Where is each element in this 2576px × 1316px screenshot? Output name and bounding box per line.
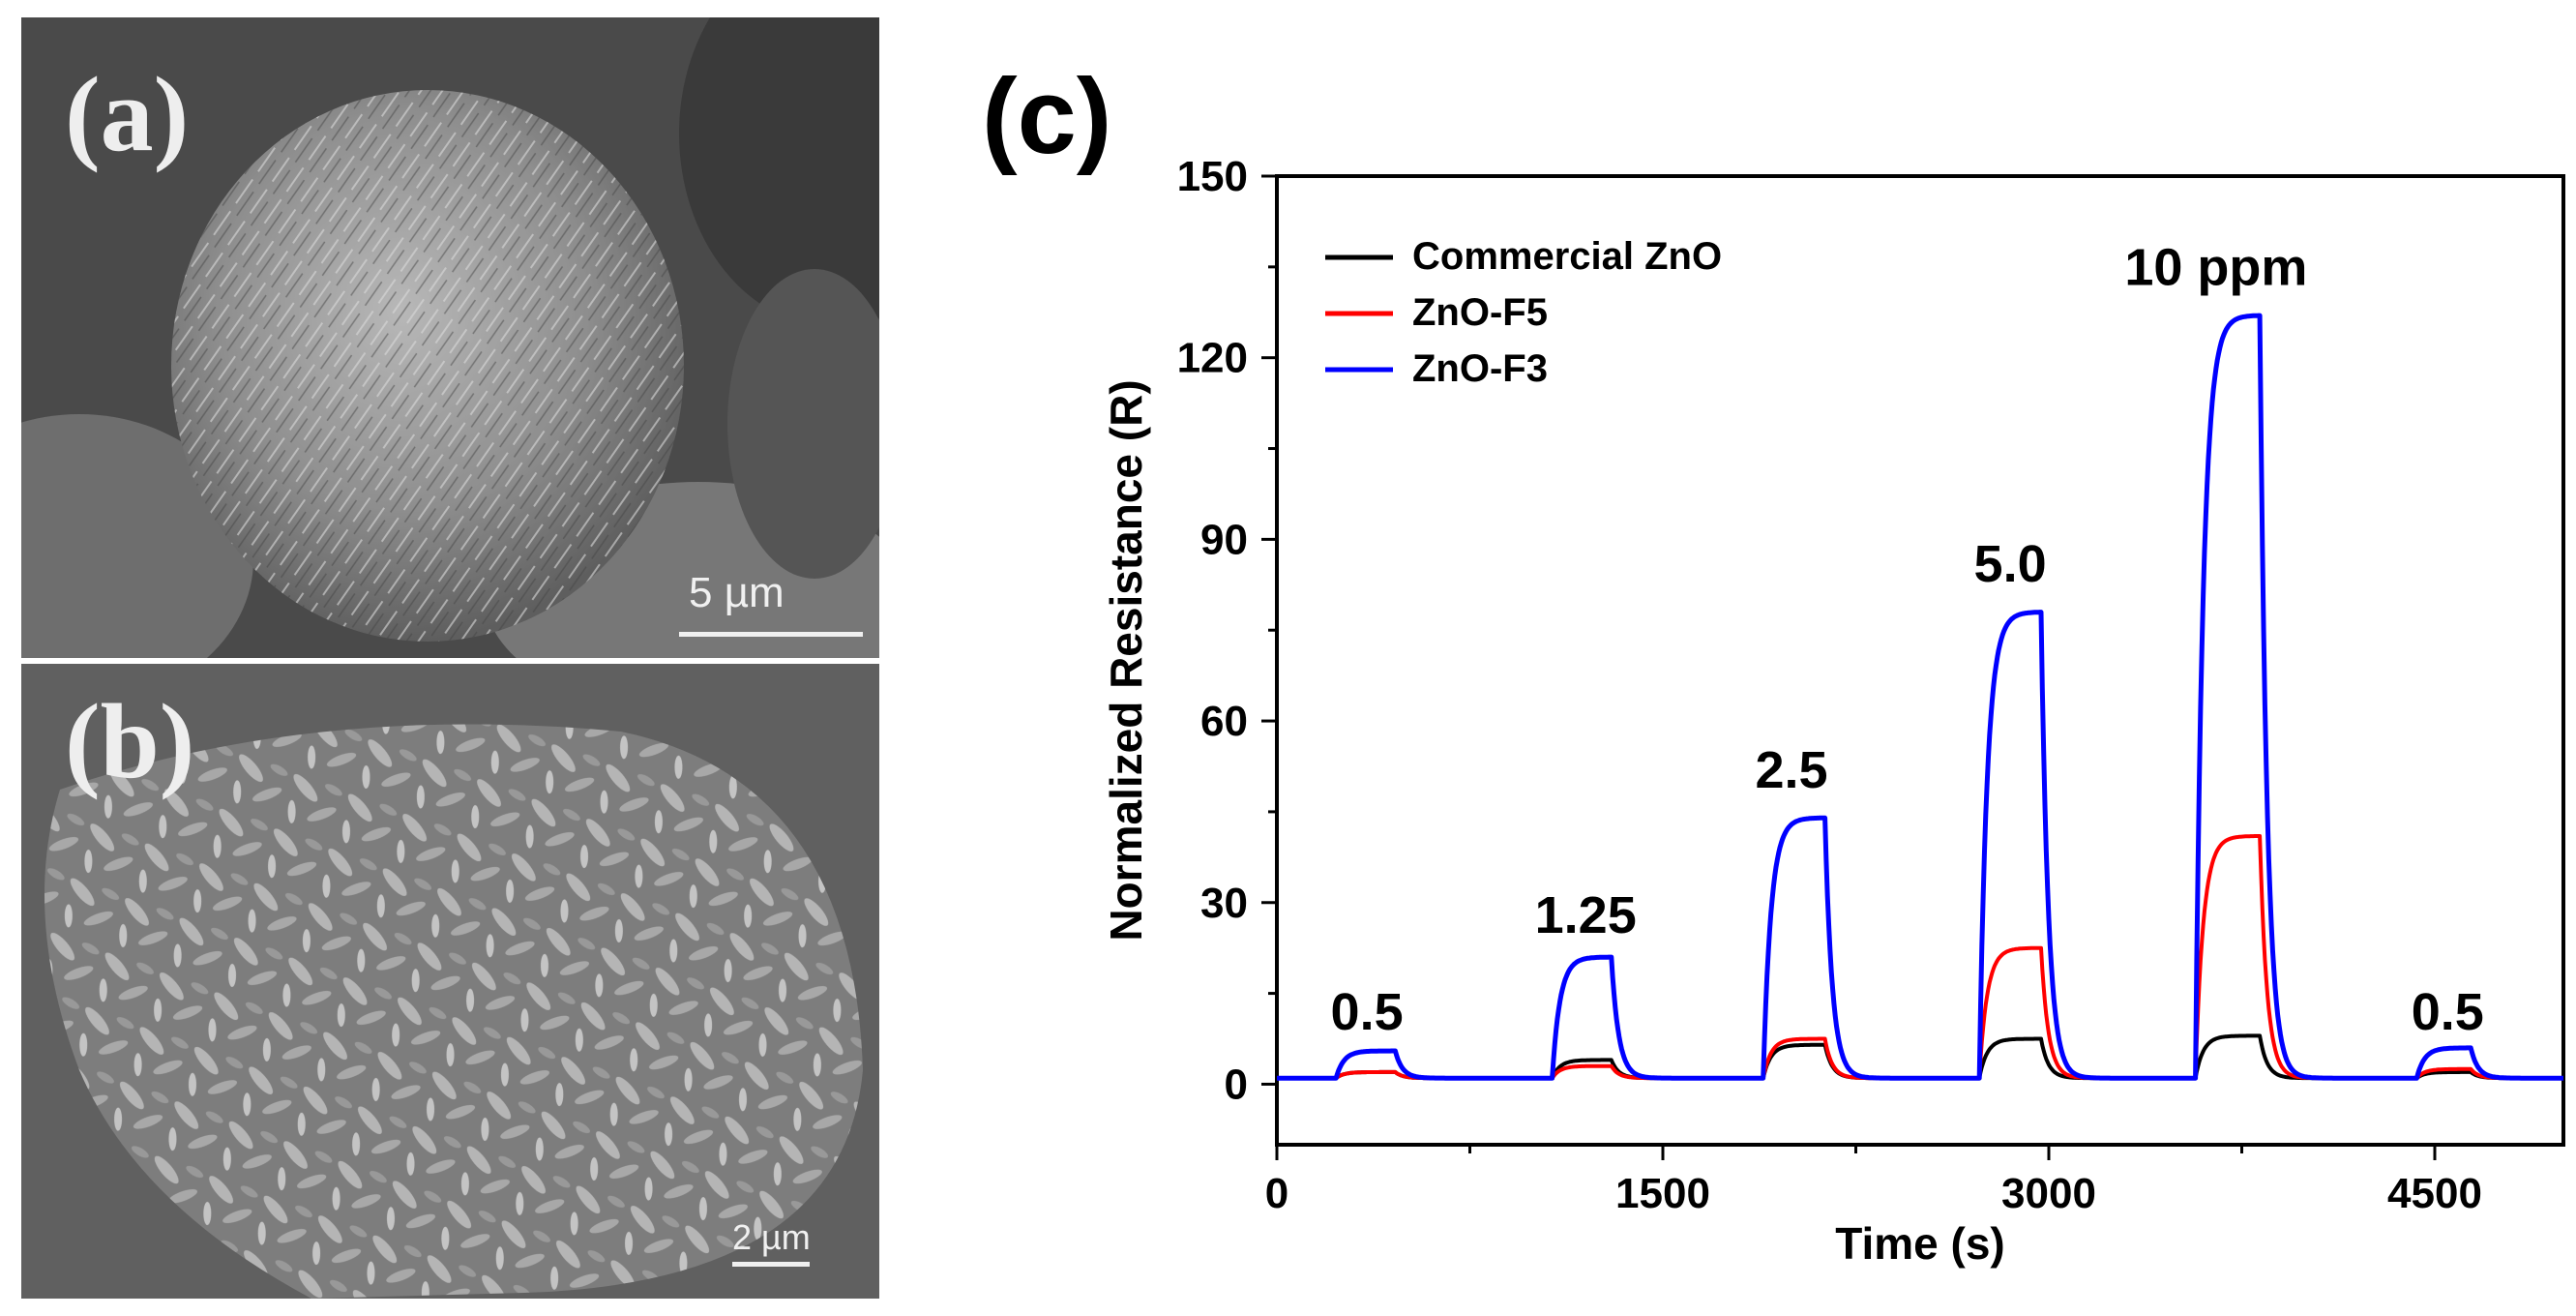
chart-panel-c: (c) 0 1500 3000 4500 0 30 60 90 120 150 0.5 1.25 2.… [929, 0, 2576, 1316]
series-line-commercial-zno [1276, 1033, 2564, 1081]
legend-label: ZnO-F5 [1412, 291, 1548, 334]
y-tick-label: 60 [1200, 698, 1248, 745]
legend-label: Commercial ZnO [1412, 235, 1722, 278]
legend-label: ZnO-F3 [1412, 347, 1548, 390]
sem-image-b-drawing [21, 664, 879, 1299]
x-tick-label: 3000 [2001, 1170, 2096, 1217]
sem-image-a-drawing [21, 17, 879, 658]
y-tick-label: 30 [1200, 880, 1248, 927]
x-tick-label: 4500 [2387, 1170, 2482, 1217]
x-axis-title: Time (s) [1835, 1218, 2005, 1269]
concentration-label: 0.5 [2412, 983, 2484, 1041]
concentration-label: 2.5 [1755, 741, 1827, 799]
chart-svg: (c) 0 1500 3000 4500 0 30 60 90 120 150 0.5 1.25 2.… [982, 57, 2565, 1269]
panel-label-a: (a) [65, 55, 190, 173]
scale-bar-a [679, 632, 863, 637]
y-tick-label: 0 [1225, 1061, 1248, 1108]
sem-image-a: (a) 5 µm [21, 17, 879, 658]
y-tick-label: 120 [1177, 335, 1248, 382]
panel-label-b: (b) [65, 682, 195, 800]
panel-label-c: (c) [982, 57, 1111, 176]
concentration-label: 5.0 [1974, 535, 2047, 593]
x-tick-label: 1500 [1615, 1170, 1710, 1217]
scale-bar-label-b: 2 µm [732, 1217, 811, 1257]
y-axis-title: Normalized Resistance (R) [1101, 379, 1151, 941]
concentration-label: 0.5 [1331, 983, 1404, 1041]
y-tick-label: 150 [1177, 153, 1248, 200]
series-line-zno-f3 [1275, 313, 2565, 1081]
concentration-label: 10 ppm [2124, 239, 2307, 297]
sem-image-b: (b) 2 µm [21, 664, 879, 1299]
scale-bar-b [732, 1262, 810, 1267]
scale-bar-label-a: 5 µm [689, 569, 785, 616]
plot-frame [1275, 174, 2565, 1147]
concentration-label: 1.25 [1535, 886, 1637, 944]
x-tick-label: 0 [1265, 1170, 1288, 1217]
y-tick-label: 90 [1200, 516, 1248, 563]
series-line-zno-f5 [1276, 834, 2564, 1081]
